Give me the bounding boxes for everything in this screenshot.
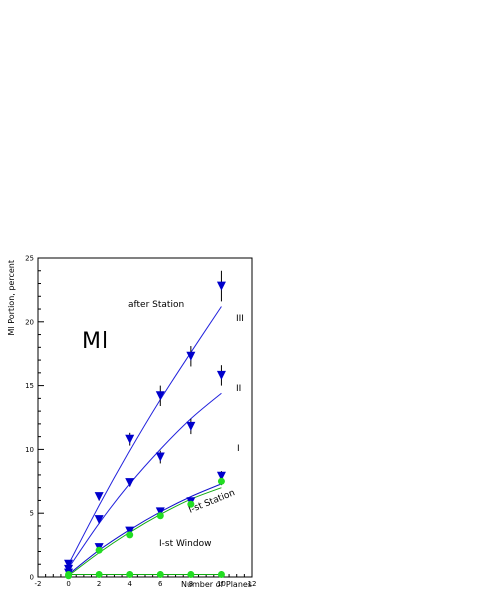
annotation-label-i: I	[237, 444, 240, 454]
fit-curve-series-2	[68, 483, 222, 575]
data-point	[186, 421, 196, 431]
x-tick-label: 6	[158, 580, 163, 588]
x-tick-label: 2	[97, 580, 101, 588]
data-point	[155, 391, 165, 401]
data-point	[125, 434, 135, 444]
data-point	[156, 512, 164, 520]
annotation-first-station: I-st Station	[187, 488, 236, 516]
data-point	[94, 515, 104, 525]
data-point	[95, 546, 103, 554]
fit-curve-series-0	[68, 306, 222, 565]
data-point	[126, 570, 134, 578]
data-point	[186, 351, 196, 361]
annotation-ml: Ml	[82, 329, 109, 354]
x-axis-label: Number of Planes	[181, 580, 252, 589]
data-point	[125, 478, 135, 488]
data-point	[156, 570, 164, 578]
y-tick-label: 0	[30, 574, 34, 582]
annotation-first-window: I-st Window	[159, 539, 211, 549]
data-point	[94, 492, 104, 502]
data-point	[216, 370, 226, 380]
data-point	[217, 477, 225, 485]
fit-curve-series-3	[68, 487, 222, 577]
data-point	[217, 570, 225, 578]
fit-curve-series-1	[68, 392, 222, 569]
x-tick-label: 10	[217, 580, 226, 588]
data-point	[187, 570, 195, 578]
y-tick-label: 25	[25, 255, 34, 263]
data-point	[216, 281, 226, 291]
data-point	[155, 452, 165, 462]
y-axis-label: Ml Portion, percent	[7, 260, 16, 335]
annotation-label-iii: III	[236, 314, 244, 324]
x-tick-label: 8	[189, 580, 193, 588]
annotation-label-ii: II	[236, 384, 241, 394]
data-point	[187, 500, 195, 508]
y-tick-label: 5	[30, 510, 34, 518]
data-point	[95, 570, 103, 578]
data-point	[155, 507, 165, 517]
y-tick-label: 15	[25, 382, 34, 390]
x-tick-label: 4	[127, 580, 132, 588]
x-tick-label: 12	[248, 580, 257, 588]
x-tick-label: 0	[66, 580, 70, 588]
x-tick-label: -2	[35, 580, 42, 588]
y-tick-label: 10	[25, 446, 34, 454]
data-point	[126, 531, 134, 539]
data-point	[216, 471, 226, 481]
data-point	[65, 570, 73, 578]
annotation-after-station: after Station	[128, 300, 184, 310]
data-point	[125, 526, 135, 536]
y-tick-label: 20	[25, 318, 34, 326]
data-marks	[64, 270, 226, 580]
data-point	[64, 559, 74, 569]
